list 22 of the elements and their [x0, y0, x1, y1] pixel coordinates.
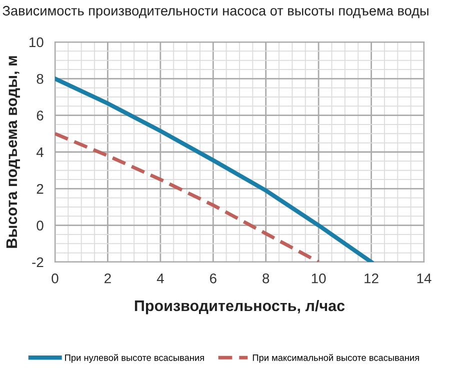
line-series	[55, 132, 320, 262]
y-tick-label: 4	[36, 147, 44, 158]
y-tick-label: 6	[36, 110, 44, 121]
x-tick-label: 8	[262, 273, 270, 284]
x-tick-label: 10	[312, 273, 326, 284]
y-axis-title: Высота подъема воды, м	[6, 56, 20, 248]
x-tick-label: 0	[52, 273, 58, 284]
x-tick-label: 2	[104, 273, 111, 284]
legend-label: При нулевой высоте всасывания	[65, 354, 204, 363]
y-tick-label: 10	[30, 37, 44, 48]
y-tick-label: -2	[32, 257, 44, 268]
x-tick-label: 14	[417, 274, 432, 284]
legend-label: При максимальной высоте всасывания	[252, 354, 419, 363]
line-series	[55, 76, 374, 262]
y-tick-label: 8	[36, 74, 44, 84]
x-tick-label: 6	[210, 273, 216, 284]
y-tick-label: 2	[36, 184, 44, 194]
x-tick-label: 12	[364, 273, 378, 284]
x-tick-label: 4	[156, 274, 164, 284]
y-tick-label: 0	[36, 220, 44, 231]
x-axis-title: Производительность, л/час	[134, 300, 345, 314]
chart-title: Зависимость производительности насоса от высоты подъема воды	[2, 6, 428, 18]
